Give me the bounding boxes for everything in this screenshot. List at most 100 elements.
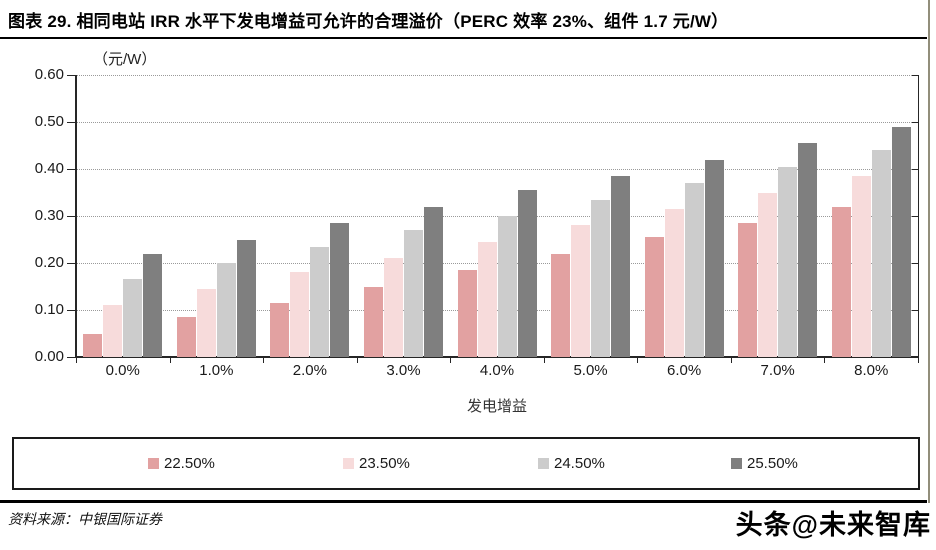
y-axis-tick-right bbox=[912, 75, 918, 76]
bar-24.50%-2.0% bbox=[310, 246, 330, 357]
bar-22.50%-2.0% bbox=[270, 302, 290, 357]
y-axis-line bbox=[75, 75, 77, 358]
bar-24.50%-7.0% bbox=[778, 166, 798, 357]
legend-box: 22.50% 23.50% 24.50% 25.50% bbox=[12, 437, 920, 490]
y-axis-tick-label: 0.20 bbox=[34, 254, 64, 271]
bar-24.50%-8.0% bbox=[871, 150, 891, 357]
y-axis-tick-right bbox=[912, 216, 918, 217]
x-axis-tick-label: 5.0% bbox=[573, 362, 608, 379]
y-axis-unit-label: （元/W） bbox=[93, 51, 157, 68]
bar-25.50%-4.0% bbox=[517, 190, 537, 357]
bar-23.50%-4.0% bbox=[477, 241, 497, 357]
bar-22.50%-1.0% bbox=[176, 317, 196, 357]
bar-24.50%-6.0% bbox=[684, 183, 704, 357]
x-axis-tick-label: 1.0% bbox=[199, 362, 234, 379]
x-axis-line bbox=[75, 356, 919, 358]
x-axis-tick-label: 8.0% bbox=[854, 362, 889, 379]
bar-22.50%-3.0% bbox=[363, 286, 383, 357]
y-axis-tick-label: 0.50 bbox=[34, 113, 64, 130]
legend-entry: 25.50% bbox=[731, 455, 798, 472]
legend-entry: 23.50% bbox=[343, 455, 410, 472]
x-axis-tick-label: 3.0% bbox=[386, 362, 421, 379]
bottom-divider bbox=[0, 500, 927, 503]
legend-swatch-icon bbox=[538, 458, 549, 469]
x-axis-tick bbox=[450, 357, 452, 363]
legend-label: 22.50% bbox=[164, 455, 215, 472]
x-axis-tick bbox=[637, 357, 639, 363]
gridline bbox=[76, 169, 918, 170]
bar-chart: （元/W） 0.00 0.10 0.20 0.30 0.40 0.50 0.60 发电增益 … bbox=[0, 40, 936, 430]
bar-24.50%-5.0% bbox=[591, 199, 611, 357]
bar-23.50%-8.0% bbox=[851, 176, 871, 357]
bar-23.50%-2.0% bbox=[290, 272, 310, 357]
bar-23.50%-3.0% bbox=[383, 258, 403, 357]
bar-22.50%-7.0% bbox=[738, 223, 758, 357]
x-axis-tick bbox=[356, 357, 358, 363]
right-axis-line bbox=[918, 75, 919, 358]
plot-area bbox=[67, 75, 919, 363]
bar-25.50%-6.0% bbox=[704, 159, 724, 357]
bar-24.50%-3.0% bbox=[403, 230, 423, 357]
bar-23.50%-7.0% bbox=[758, 192, 778, 357]
x-axis-title: 发电增益 bbox=[466, 398, 528, 415]
bar-22.50%-6.0% bbox=[644, 237, 664, 357]
bar-25.50%-3.0% bbox=[423, 206, 443, 357]
legend-swatch-icon bbox=[148, 458, 159, 469]
y-axis-tick-label: 0.40 bbox=[34, 160, 64, 177]
y-axis-tick-right bbox=[912, 263, 918, 264]
x-axis-tick bbox=[918, 357, 919, 363]
page-edge-line bbox=[928, 0, 930, 503]
bar-25.50%-5.0% bbox=[611, 176, 631, 357]
gridline bbox=[76, 216, 918, 217]
legend-label: 25.50% bbox=[747, 455, 798, 472]
bar-25.50%-0.0% bbox=[143, 253, 163, 357]
x-axis-tick bbox=[543, 357, 545, 363]
x-axis-tick bbox=[730, 357, 732, 363]
y-axis-tick bbox=[67, 122, 75, 123]
y-axis-tick bbox=[67, 263, 75, 264]
gridline bbox=[76, 75, 918, 76]
legend-entry: 24.50% bbox=[538, 455, 605, 472]
watermark-text: 头条@未来智库 bbox=[735, 510, 931, 540]
y-axis-tick bbox=[67, 75, 75, 76]
legend-label: 23.50% bbox=[359, 455, 410, 472]
bar-25.50%-1.0% bbox=[236, 239, 256, 357]
legend-label: 24.50% bbox=[554, 455, 605, 472]
title-divider bbox=[0, 37, 927, 39]
bar-25.50%-2.0% bbox=[330, 223, 350, 357]
x-axis-tick bbox=[76, 357, 77, 363]
figure-title: 图表 29. 相同电站 IRR 水平下发电增益可允许的合理溢价（PERC 效率 … bbox=[8, 12, 729, 31]
bar-23.50%-5.0% bbox=[571, 225, 591, 357]
x-axis-tick bbox=[263, 357, 265, 363]
y-axis-tick bbox=[67, 169, 75, 170]
y-axis-tick-label: 0.30 bbox=[34, 207, 64, 224]
y-axis-tick bbox=[67, 310, 75, 311]
y-axis-tick-label: 0.10 bbox=[34, 301, 64, 318]
y-axis-tick-label: 0.60 bbox=[34, 66, 64, 83]
x-axis-tick-label: 7.0% bbox=[760, 362, 795, 379]
y-axis-tick-label: 0.00 bbox=[34, 348, 64, 365]
bar-23.50%-1.0% bbox=[196, 288, 216, 357]
x-axis-tick-label: 2.0% bbox=[292, 362, 327, 379]
bar-22.50%-4.0% bbox=[457, 270, 477, 357]
bar-24.50%-4.0% bbox=[497, 216, 517, 357]
bar-25.50%-7.0% bbox=[798, 143, 818, 357]
bar-23.50%-0.0% bbox=[103, 305, 123, 357]
bar-24.50%-0.0% bbox=[123, 279, 143, 357]
x-axis-tick-label: 0.0% bbox=[105, 362, 140, 379]
source-note: 资料来源：中银国际证券 bbox=[8, 513, 162, 528]
x-axis-tick-label: 4.0% bbox=[479, 362, 515, 379]
bar-22.50%-0.0% bbox=[83, 333, 103, 357]
bar-22.50%-8.0% bbox=[831, 206, 851, 357]
legend-entry: 22.50% bbox=[148, 455, 215, 472]
gridline bbox=[76, 310, 918, 311]
x-axis-tick-label: 6.0% bbox=[667, 362, 702, 379]
legend-swatch-icon bbox=[731, 458, 742, 469]
bar-24.50%-1.0% bbox=[216, 263, 236, 357]
bar-22.50%-5.0% bbox=[551, 253, 571, 357]
gridline bbox=[76, 122, 918, 123]
y-axis-tick-right bbox=[912, 169, 918, 170]
x-axis-tick bbox=[169, 357, 171, 363]
y-axis-tick-right bbox=[912, 122, 918, 123]
